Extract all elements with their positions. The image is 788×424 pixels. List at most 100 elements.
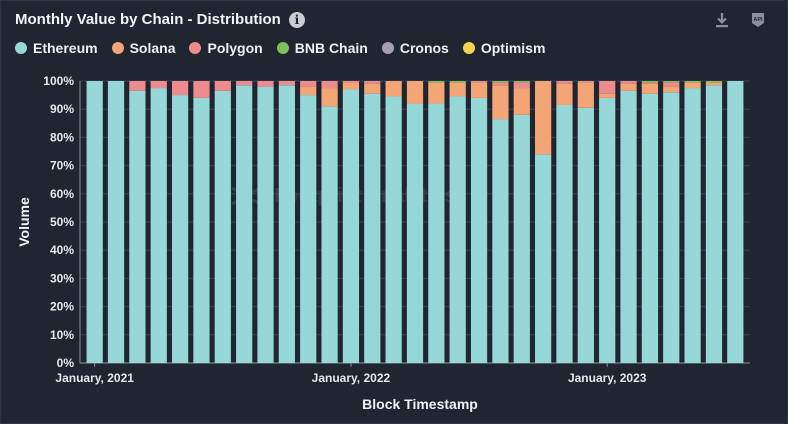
legend-item-ethereum[interactable]: Ethereum bbox=[15, 40, 98, 56]
x-tick-label: January, 2021 bbox=[55, 371, 134, 385]
bar-segment-solana bbox=[705, 82, 723, 86]
bar-segment-polygon bbox=[129, 81, 146, 91]
bar-segment-ethereum bbox=[492, 119, 509, 363]
legend-label: Cronos bbox=[399, 40, 449, 56]
bar-segment-ethereum bbox=[513, 114, 530, 363]
legend-swatch bbox=[111, 42, 124, 54]
bar-segment-polygon bbox=[641, 82, 659, 84]
bar-segment-solana bbox=[513, 88, 530, 115]
bar-segment-ethereum bbox=[406, 103, 424, 363]
bar-segment-polygon bbox=[470, 81, 488, 83]
bar-segment-solana bbox=[321, 88, 338, 107]
legend-item-optimism[interactable]: Optimism bbox=[462, 40, 546, 56]
bar-segment-ethereum bbox=[214, 90, 231, 364]
bar-segment-ethereum bbox=[727, 81, 744, 363]
bar-segment-polygon bbox=[257, 81, 274, 87]
bar-segment-ethereum bbox=[150, 88, 167, 364]
bar-segment-solana bbox=[300, 86, 317, 96]
legend-item-bnb-chain[interactable]: BNB Chain bbox=[276, 40, 368, 56]
bar-segment-polygon bbox=[300, 81, 317, 87]
bar-segment-ethereum bbox=[321, 106, 338, 363]
y-tick-label: 30% bbox=[50, 271, 74, 285]
legend-label: Optimism bbox=[480, 40, 546, 56]
legend-item-cronos[interactable]: Cronos bbox=[381, 40, 449, 56]
bar-segment-ethereum bbox=[364, 93, 381, 363]
bar-segment-polygon bbox=[513, 82, 530, 89]
bar-segment-polygon bbox=[577, 81, 594, 83]
bar-segment-ethereum bbox=[556, 104, 573, 363]
chart-title: Monthly Value by Chain - Distribution bbox=[15, 11, 281, 28]
legend-item-solana[interactable]: Solana bbox=[111, 40, 176, 56]
bar-segment-ethereum bbox=[470, 97, 488, 364]
y-tick-label: 100% bbox=[43, 74, 74, 88]
bar-segment-solana bbox=[641, 83, 659, 94]
legend-label: Solana bbox=[129, 40, 176, 56]
bar-segment-polygon bbox=[150, 81, 167, 89]
bar-segment-ethereum bbox=[278, 85, 295, 363]
bar-segment-ethereum bbox=[620, 90, 637, 364]
bar-segment-ethereum bbox=[577, 107, 594, 363]
x-axis-title: Block Timestamp bbox=[362, 396, 478, 412]
bar-segment-ethereum bbox=[535, 154, 552, 363]
y-tick-label: 20% bbox=[50, 300, 74, 314]
bar-segment-solana bbox=[364, 83, 381, 94]
bar-segment-solana bbox=[342, 82, 360, 90]
legend-swatch bbox=[15, 42, 27, 54]
bar-segment-ethereum bbox=[129, 90, 146, 364]
chart-legend: Ethereum Solana Polygon BNB Chain Cronos Opti… bbox=[15, 40, 545, 56]
legend-swatch bbox=[276, 42, 289, 54]
legend-label: Ethereum bbox=[33, 40, 98, 56]
bar-segment-polygon bbox=[620, 81, 637, 84]
bar-segment-solana bbox=[470, 82, 488, 98]
bar-segment-polygon bbox=[278, 81, 295, 86]
bar-segment-solana bbox=[684, 82, 701, 89]
legend-swatch bbox=[462, 42, 475, 54]
bar-segment-polygon bbox=[364, 81, 381, 84]
legend-swatch bbox=[189, 42, 202, 54]
bar-segment-solana bbox=[663, 86, 680, 93]
y-tick-label: 50% bbox=[50, 215, 74, 229]
bar-segment-solana bbox=[556, 83, 573, 105]
bar-segment-polygon bbox=[492, 82, 509, 86]
bar-segment-polygon bbox=[556, 81, 573, 84]
bar-segment-solana bbox=[449, 82, 466, 97]
legend-item-polygon[interactable]: Polygon bbox=[189, 40, 263, 56]
y-tick-label: 0% bbox=[57, 356, 75, 370]
info-icon[interactable]: i bbox=[288, 11, 305, 28]
y-tick-label: 80% bbox=[50, 130, 74, 144]
y-tick-label: 90% bbox=[50, 102, 74, 116]
bar-segment-ethereum bbox=[641, 93, 659, 363]
bar-segment-solana bbox=[385, 81, 402, 97]
bar-segment-solana bbox=[535, 81, 552, 155]
bar-segment-solana bbox=[428, 82, 445, 104]
chart-header: Monthly Value by Chain - Distribution i bbox=[15, 11, 305, 28]
bar-segment-ethereum bbox=[342, 89, 360, 364]
bar-segment-polygon bbox=[236, 81, 253, 86]
bar-segment-ethereum bbox=[257, 86, 274, 363]
bar-segment-bnb-chain bbox=[428, 81, 445, 83]
bar-segment-polygon bbox=[599, 81, 616, 94]
download-icon[interactable] bbox=[713, 11, 731, 29]
bar-segment-ethereum bbox=[705, 85, 723, 363]
bar-segment-polygon bbox=[321, 81, 338, 89]
bar-segment-bnb-chain bbox=[449, 81, 466, 83]
bar-segment-ethereum bbox=[599, 97, 616, 364]
bar-segment-ethereum bbox=[449, 96, 466, 363]
y-tick-label: 40% bbox=[50, 243, 74, 257]
bar-segment-bnb-chain bbox=[492, 81, 509, 83]
bar-segment-solana bbox=[620, 83, 637, 91]
bar-segment-polygon bbox=[193, 81, 210, 98]
bar-segment-ethereum bbox=[385, 96, 402, 363]
y-tick-label: 60% bbox=[50, 187, 74, 201]
y-tick-label: 70% bbox=[50, 159, 74, 173]
x-tick-label: January, 2022 bbox=[312, 371, 391, 385]
bar-segment-bnb-chain bbox=[641, 81, 659, 83]
bar-segment-solana bbox=[599, 93, 616, 98]
bar-segment-polygon bbox=[214, 81, 231, 91]
bar-segment-polygon bbox=[663, 82, 680, 87]
chart-toolbar: API bbox=[713, 11, 767, 29]
legend-swatch bbox=[381, 42, 394, 54]
api-icon[interactable]: API bbox=[749, 11, 767, 29]
